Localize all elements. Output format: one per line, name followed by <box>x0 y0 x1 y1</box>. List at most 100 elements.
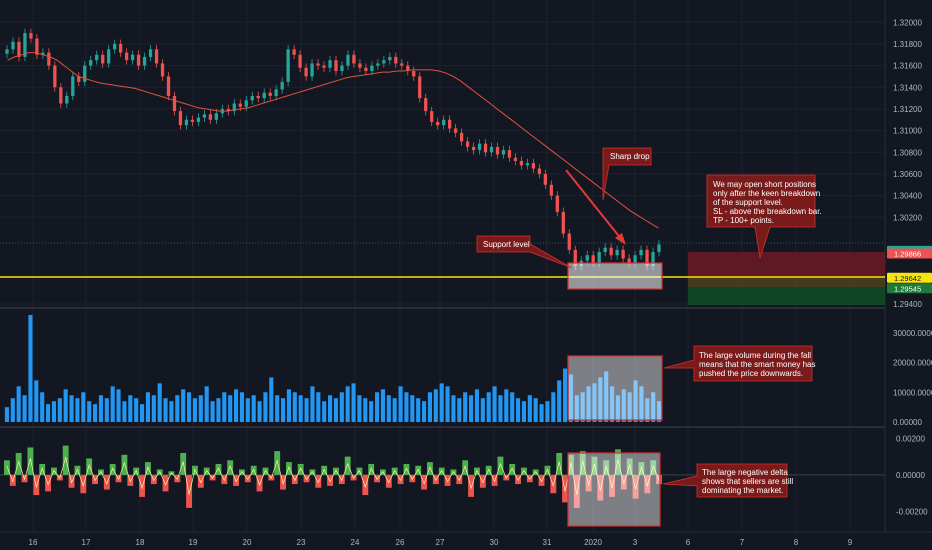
short-positions-line-5: TP - 100+ points. <box>713 216 774 225</box>
volume-tick-label: 10000.00000 <box>893 388 932 397</box>
candle-body <box>603 247 607 252</box>
delta-bar <box>615 449 621 475</box>
candle-body <box>334 60 338 72</box>
price-axis: 1.32000 1.31800 1.31600 1.31400 1.31200 1.310… <box>893 18 922 309</box>
date-tick-label: 20 <box>243 538 252 547</box>
volume-bar <box>304 398 309 422</box>
price-tick-label: 1.32000 <box>893 18 922 27</box>
delta-bar <box>321 465 328 475</box>
volume-bar <box>586 386 591 422</box>
candle-body <box>196 117 201 122</box>
delta-bar <box>415 465 422 475</box>
candle-body <box>418 76 422 99</box>
delta-bar <box>644 474 651 494</box>
support-highlight-box <box>567 262 663 290</box>
short-positions-callout <box>706 174 816 259</box>
candle-body <box>274 89 278 96</box>
delta-bar <box>344 456 351 475</box>
delta-bar <box>562 474 568 503</box>
volume-bar <box>192 398 197 422</box>
candle-body <box>525 163 530 166</box>
volume-bar <box>275 395 280 422</box>
volume-bar <box>57 398 62 422</box>
candle-body <box>11 41 15 50</box>
candle-body <box>651 251 655 267</box>
candle-body <box>130 54 135 61</box>
candle-body <box>465 141 470 147</box>
delta-bar <box>286 462 292 475</box>
volume-bar <box>239 392 244 422</box>
delta-bar <box>4 460 10 475</box>
delta-bar <box>33 474 40 496</box>
volume-bar <box>75 398 80 422</box>
volume-bar <box>516 398 521 422</box>
candlesticks <box>5 28 661 271</box>
candle-body <box>615 249 619 256</box>
short-positions-line-3: of the support level. <box>713 198 783 207</box>
delta-axis: 0.00200 0.00000 -0.00200 <box>896 434 928 516</box>
candle-body <box>202 114 207 118</box>
candle-body <box>388 56 392 61</box>
volume-bar <box>204 386 209 422</box>
delta-bar <box>233 474 239 486</box>
candle-body <box>298 54 302 68</box>
price-tick-label: 1.30600 <box>893 170 922 179</box>
candle-body <box>346 54 350 66</box>
volume-tick-label: 30000.00000 <box>893 329 932 338</box>
delta-tick-label: 0.00000 <box>896 471 925 480</box>
date-tick-label: 2020 <box>584 538 602 547</box>
delta-tick-label: 0.00200 <box>896 434 925 443</box>
volume-bar <box>157 383 162 422</box>
volume-bar <box>198 395 203 422</box>
candle-body <box>47 52 51 66</box>
delta-bar <box>162 474 169 492</box>
delta-tick-label: -0.00200 <box>896 508 928 517</box>
delta-bar <box>421 474 427 490</box>
volume-bar <box>316 392 321 422</box>
volume-bar <box>145 392 150 422</box>
volume-bar <box>128 395 133 422</box>
delta-bar <box>403 463 410 475</box>
volume-bar <box>574 395 579 422</box>
date-tick-label: 8 <box>794 538 799 547</box>
volume-bar <box>104 398 109 422</box>
candle-body <box>148 49 153 57</box>
volume-bar <box>521 401 526 422</box>
candle-body <box>214 113 218 120</box>
candle-body <box>597 251 601 263</box>
price-tick-label: 1.30200 <box>893 213 922 222</box>
volume-bar <box>151 395 156 422</box>
volume-bar <box>486 392 491 422</box>
candle-body <box>406 65 410 72</box>
candle-body <box>244 100 248 107</box>
delta-bar <box>291 474 298 485</box>
candle-body <box>107 49 111 64</box>
candle-body <box>370 65 374 72</box>
delta-bar <box>427 462 433 475</box>
candle-body <box>113 43 117 50</box>
candle-body <box>184 119 189 126</box>
negative-delta-line-1: The large negative delta <box>702 468 788 477</box>
volume-bar <box>116 389 121 422</box>
delta-bar <box>626 458 633 475</box>
volume-bar <box>222 392 227 422</box>
volume-bar <box>63 389 68 422</box>
candle-body <box>537 168 542 174</box>
delta-bar <box>462 460 469 475</box>
candle-body <box>442 119 446 126</box>
candle-body <box>41 52 45 55</box>
volume-bar <box>633 380 638 422</box>
delta-bar <box>491 474 498 486</box>
candle-body <box>424 98 428 112</box>
date-tick-label: 27 <box>436 538 445 547</box>
volume-bar <box>427 392 432 422</box>
candle-body <box>555 195 559 212</box>
candle-body <box>316 63 320 66</box>
candle-body <box>29 33 33 39</box>
delta-bar <box>362 474 369 496</box>
delta-bar <box>109 463 116 475</box>
candle-body <box>35 38 39 55</box>
volume-bar <box>16 386 21 422</box>
candle-body <box>621 249 625 259</box>
volume-bar <box>604 371 609 422</box>
